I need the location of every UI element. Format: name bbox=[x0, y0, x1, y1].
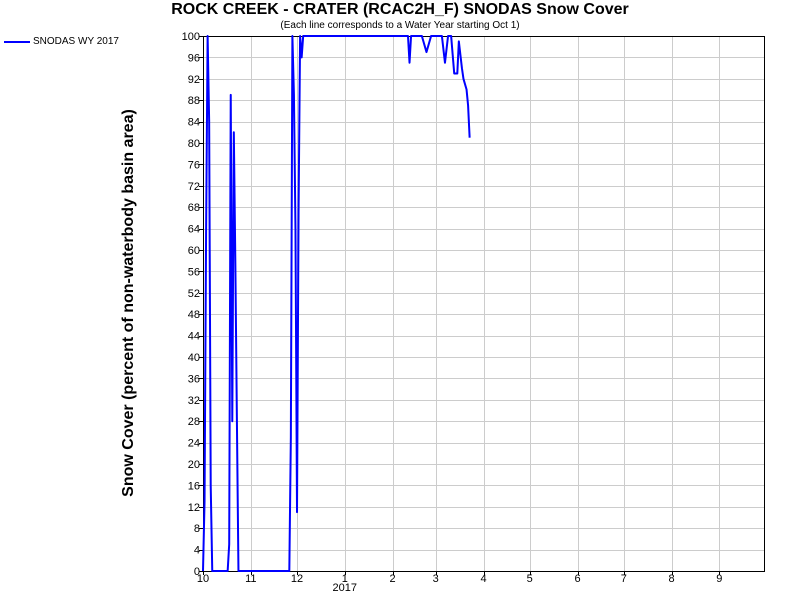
y-tick-label: 56 bbox=[188, 266, 200, 278]
x-tick-label: 5 bbox=[527, 573, 533, 585]
y-tick-label: 0 bbox=[194, 566, 200, 578]
x-tick-label: 9 bbox=[716, 573, 722, 585]
y-tick-label: 12 bbox=[188, 502, 200, 514]
plot-frame bbox=[203, 36, 765, 572]
chart-subtitle: (Each line corresponds to a Water Year s… bbox=[280, 20, 520, 31]
x-tick-label: 8 bbox=[668, 573, 674, 585]
x-tick-label: 3 bbox=[433, 573, 439, 585]
y-tick-label: 60 bbox=[188, 245, 200, 257]
x-tick-label: 12 bbox=[291, 573, 303, 585]
x-tick-label: 6 bbox=[574, 573, 580, 585]
y-tick-label: 8 bbox=[194, 523, 200, 535]
y-tick-label: 64 bbox=[188, 224, 200, 236]
x-year-label: 2017 bbox=[333, 582, 357, 594]
legend-swatch bbox=[4, 40, 30, 43]
y-tick-label: 84 bbox=[188, 117, 200, 129]
y-tick-label: 36 bbox=[188, 373, 200, 385]
y-tick-label: 28 bbox=[188, 416, 200, 428]
x-tick-label: 2 bbox=[390, 573, 396, 585]
y-tick-label: 92 bbox=[188, 74, 200, 86]
y-tick-label: 40 bbox=[188, 352, 200, 364]
y-tick-label: 16 bbox=[188, 480, 200, 492]
y-tick-label: 88 bbox=[188, 95, 200, 107]
y-tick-label: 100 bbox=[182, 31, 200, 43]
y-tick-label: 24 bbox=[188, 438, 200, 450]
x-tick-label: 4 bbox=[480, 573, 486, 585]
legend: SNODAS WY 2017 bbox=[4, 36, 119, 47]
y-tick-label: 48 bbox=[188, 309, 200, 321]
y-tick-label: 52 bbox=[188, 288, 200, 300]
y-tick-label: 4 bbox=[194, 545, 200, 557]
y-tick-label: 96 bbox=[188, 52, 200, 64]
y-tick-label: 72 bbox=[188, 181, 200, 193]
y-tick-label: 20 bbox=[188, 459, 200, 471]
x-tick-label: 10 bbox=[197, 573, 209, 585]
legend-label: SNODAS WY 2017 bbox=[33, 36, 119, 47]
chart-title: ROCK CREEK - CRATER (RCAC2H_F) SNODAS Sn… bbox=[171, 1, 629, 18]
x-tick-label: 11 bbox=[245, 573, 256, 585]
y-tick-label: 44 bbox=[188, 331, 200, 343]
series-line bbox=[202, 35, 471, 572]
x-tick-label: 1 bbox=[342, 573, 348, 585]
x-tick-label: 7 bbox=[621, 573, 627, 585]
y-tick-label: 68 bbox=[188, 202, 200, 214]
y-tick-label: 80 bbox=[188, 138, 200, 150]
y-tick-label: 76 bbox=[188, 159, 200, 171]
y-tick-label: 32 bbox=[188, 395, 200, 407]
